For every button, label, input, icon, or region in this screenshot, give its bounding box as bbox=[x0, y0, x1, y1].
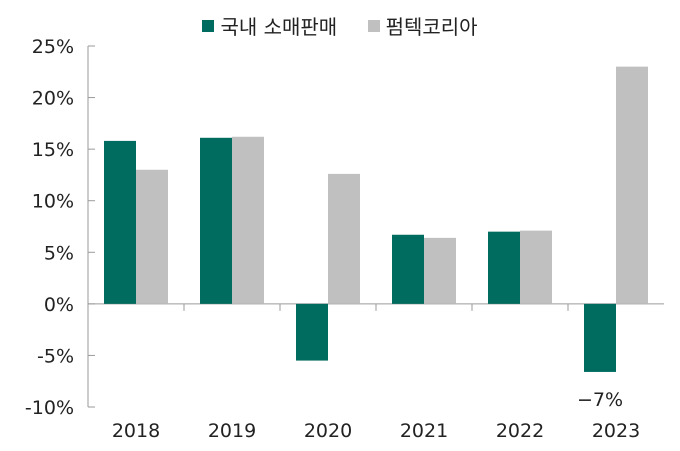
bar-pumtech-korea-2021 bbox=[424, 237, 456, 304]
bar-domestic-retail-2023 bbox=[584, 303, 616, 372]
bar-domestic-retail-2021 bbox=[392, 234, 424, 304]
legend-item-pumtech-korea: 펌텍코리아 bbox=[367, 11, 478, 40]
bar-pumtech-korea-2019 bbox=[232, 136, 264, 304]
bar-domestic-retail-2019 bbox=[200, 137, 232, 304]
y-tick-label: 15% bbox=[32, 139, 74, 161]
bar-pumtech-korea-2022 bbox=[520, 230, 552, 304]
y-tick-label: 0% bbox=[44, 294, 74, 316]
y-tick-label: -5% bbox=[37, 345, 74, 367]
bar-domestic-retail-2018 bbox=[104, 140, 136, 304]
legend-item-domestic-retail: 국내 소매판매 bbox=[202, 11, 337, 40]
x-tick-label: 2021 bbox=[400, 420, 448, 442]
data-label: −7% bbox=[577, 389, 623, 411]
x-tick-label: 2022 bbox=[496, 420, 544, 442]
legend-label-pumtech-korea: 펌텍코리아 bbox=[385, 15, 478, 39]
y-tick-label: 25% bbox=[32, 36, 74, 58]
bars bbox=[104, 66, 648, 372]
x-tick-label: 2023 bbox=[592, 420, 640, 442]
bar-pumtech-korea-2018 bbox=[136, 169, 168, 304]
x-axis: 2018 2019 2020 2021 2022 2023 bbox=[88, 303, 664, 442]
y-tick-label: 5% bbox=[44, 242, 74, 264]
x-tick-label: 2020 bbox=[304, 420, 352, 442]
x-tick-label: 2018 bbox=[112, 420, 160, 442]
bar-pumtech-korea-2020 bbox=[328, 173, 360, 304]
y-axis: -10% -5% 0% 5% 10% 15% 20% 25% bbox=[25, 36, 95, 419]
legend-label-domestic-retail: 국내 소매판매 bbox=[220, 15, 338, 39]
legend: 국내 소매판매 펌텍코리아 bbox=[0, 11, 680, 40]
annotations: −7% bbox=[577, 389, 623, 411]
legend-swatch-pumtech-korea bbox=[367, 19, 380, 32]
y-tick-label: 20% bbox=[32, 88, 74, 110]
bar-pumtech-korea-2023 bbox=[616, 66, 648, 304]
legend-swatch-domestic-retail bbox=[202, 19, 215, 32]
y-tick-label: 10% bbox=[32, 191, 74, 213]
y-tick-label: -10% bbox=[25, 397, 74, 419]
bar-domestic-retail-2022 bbox=[488, 231, 520, 304]
bar-domestic-retail-2020 bbox=[296, 303, 328, 361]
x-tick-label: 2019 bbox=[208, 420, 256, 442]
